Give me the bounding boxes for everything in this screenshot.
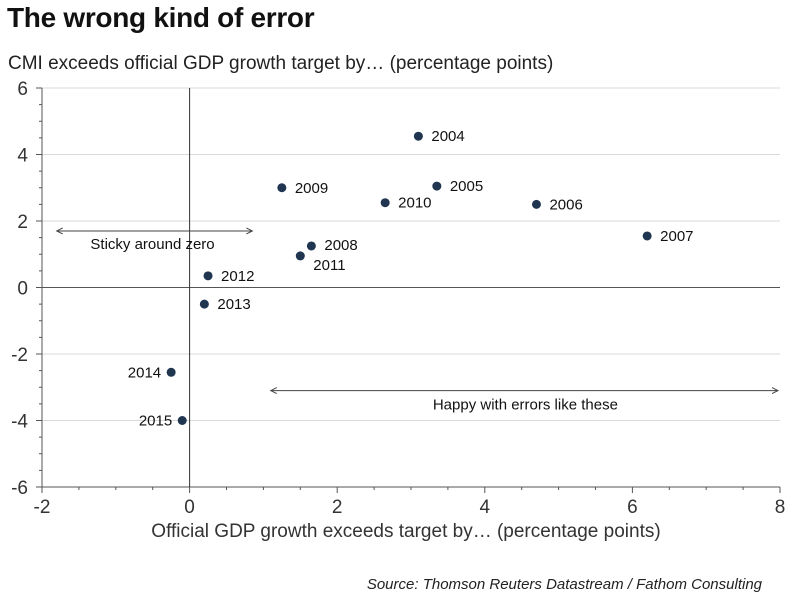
data-point xyxy=(166,367,176,377)
annotations: Sticky around zero Happy with errors like… xyxy=(55,227,780,414)
data-point xyxy=(413,131,423,141)
x-tick-label: 2 xyxy=(332,497,343,518)
data-point-label: 2014 xyxy=(128,364,161,381)
data-point xyxy=(380,198,390,208)
y-tick-label: -6 xyxy=(11,478,28,499)
arrow-head-right xyxy=(246,227,254,235)
data-point xyxy=(199,299,209,309)
data-point xyxy=(295,251,305,261)
data-point xyxy=(277,183,287,193)
source-note: Source: Thomson Reuters Datastream / Fat… xyxy=(366,576,762,593)
y-tick-label: 6 xyxy=(17,79,28,100)
x-tick-label: 4 xyxy=(480,497,491,518)
data-point-label: 2011 xyxy=(313,257,345,274)
arrow-head-right xyxy=(771,387,780,395)
happy-arrow xyxy=(269,387,780,395)
y-tick-label: 4 xyxy=(17,146,28,167)
sticky-annotation: Sticky around zero xyxy=(90,236,214,253)
data-point-label: 2012 xyxy=(221,268,254,285)
data-point-label: 2015 xyxy=(139,413,172,430)
data-point xyxy=(531,199,541,209)
y-tick-label: 2 xyxy=(17,212,28,233)
data-point xyxy=(642,231,652,241)
data-point-label: 2013 xyxy=(217,296,250,313)
arrow-head-left xyxy=(269,387,278,395)
y-tick-label: 0 xyxy=(17,279,28,300)
data-point xyxy=(203,271,213,281)
data-point-label: 2006 xyxy=(549,196,582,213)
x-axis-label: Official GDP growth exceeds target by… (… xyxy=(151,521,660,542)
data-point-label: 2005 xyxy=(450,178,483,195)
data-point xyxy=(432,181,442,191)
axes: -6 -4 -2 0 2 4 6 -2 0 2 4 6 8 xyxy=(11,79,785,518)
x-tick-label: -2 xyxy=(34,497,51,518)
x-tick-label: 0 xyxy=(184,497,195,518)
y-tick-label: -2 xyxy=(11,345,28,366)
x-tick-label: 6 xyxy=(627,497,638,518)
data-point-label: 2004 xyxy=(431,128,464,145)
sticky-arrow xyxy=(55,227,254,235)
data-point-label: 2007 xyxy=(660,228,693,245)
data-point xyxy=(306,241,316,251)
data-point-label: 2009 xyxy=(295,180,328,197)
happy-annotation: Happy with errors like these xyxy=(433,397,618,414)
x-tick-label: 8 xyxy=(775,497,786,518)
arrow-head-left xyxy=(55,227,63,235)
chart-title: The wrong kind of error xyxy=(7,2,315,33)
data-points: 2004 2005 2006 2007 2008 2009 2010 2011 2012 2013… xyxy=(128,128,694,429)
y-tick-label: -4 xyxy=(11,412,28,433)
data-point-label: 2008 xyxy=(324,237,357,254)
data-point-label: 2010 xyxy=(398,195,431,212)
data-point xyxy=(177,416,187,425)
chart-subtitle: CMI exceeds official GDP growth target b… xyxy=(8,53,554,74)
